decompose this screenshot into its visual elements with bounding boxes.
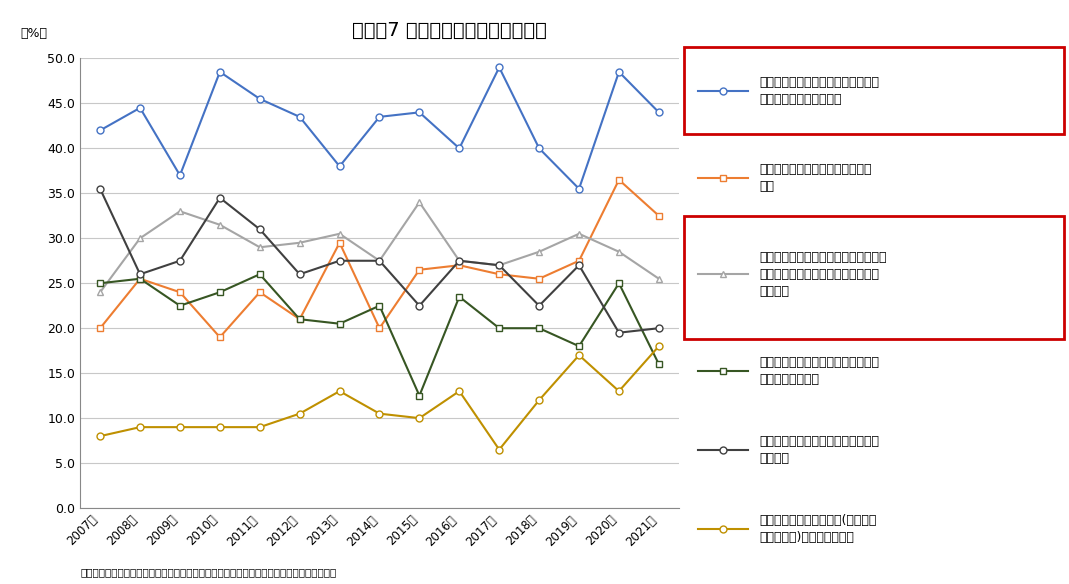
Bar bbox=[684, 47, 1064, 134]
Text: マンションの方が、防犯面で優れて
いるから: マンションの方が、防犯面で優れて いるから bbox=[759, 434, 879, 465]
Text: マンションの方が、店・施設・駅など
が周りに多く、日常生活の利便性が
高いから: マンションの方が、店・施設・駅など が周りに多く、日常生活の利便性が 高いから bbox=[759, 251, 886, 298]
Text: （%）: （%） bbox=[20, 27, 47, 40]
Text: 一戸建てほどの広さは必要でない
から: 一戸建てほどの広さは必要でない から bbox=[759, 163, 871, 193]
Text: マンションの方が、建物管理や補修
に手間がかからないから: マンションの方が、建物管理や補修 に手間がかからないから bbox=[759, 75, 879, 106]
Bar bbox=[684, 216, 1064, 339]
Text: マンションの方が、安全性、耐震性
に優れているから: マンションの方が、安全性、耐震性 に優れているから bbox=[759, 356, 879, 386]
Text: （出所）国土交通省「土地問題に関する国民の意識調査」をもとにニッセイ基礎研究所作成: （出所）国土交通省「土地問題に関する国民の意識調査」をもとにニッセイ基礎研究所作… bbox=[80, 567, 337, 577]
Text: マンションの方が、処分(売却・購
入・贈与等)がしやすいから: マンションの方が、処分(売却・購 入・贈与等)がしやすいから bbox=[759, 513, 877, 544]
Text: 図表－7 マンションが望ましい理由: 図表－7 マンションが望ましい理由 bbox=[352, 20, 546, 40]
